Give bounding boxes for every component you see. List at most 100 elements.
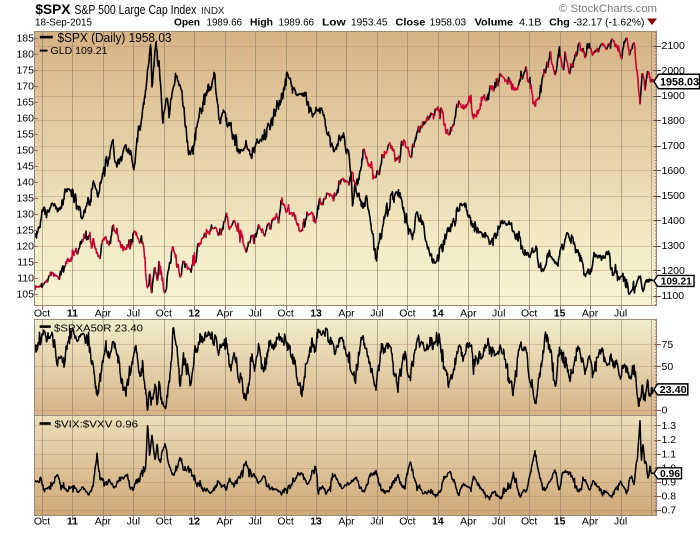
svg-text:Oct: Oct — [34, 516, 50, 528]
svg-text:Apr: Apr — [217, 516, 234, 528]
svg-text:1500: 1500 — [662, 190, 686, 202]
svg-text:$SPX: $SPX — [35, 1, 71, 17]
svg-text:135: 135 — [16, 193, 34, 205]
svg-text:1.2: 1.2 — [662, 434, 677, 446]
svg-text:Jul: Jul — [370, 308, 383, 320]
svg-text:1953.45: 1953.45 — [351, 18, 388, 29]
svg-text:185: 185 — [16, 33, 34, 45]
svg-text:Apr: Apr — [460, 308, 477, 320]
svg-text:130: 130 — [16, 209, 34, 221]
svg-text:1958.03: 1958.03 — [430, 18, 467, 29]
svg-text:14: 14 — [432, 308, 444, 320]
svg-text:High: High — [250, 18, 273, 29]
svg-text:Low: Low — [322, 18, 346, 29]
svg-text:50: 50 — [662, 361, 674, 373]
svg-text:Jul: Jul — [127, 516, 140, 528]
svg-text:S&P 500 Large Cap Index: S&P 500 Large Cap Index — [74, 3, 197, 17]
svg-text:109.21: 109.21 — [661, 277, 692, 288]
svg-text:1800: 1800 — [662, 115, 686, 127]
svg-text:75: 75 — [662, 339, 674, 351]
svg-text:Jul: Jul — [127, 308, 140, 320]
svg-text:11: 11 — [67, 308, 78, 320]
svg-text:Apr: Apr — [460, 516, 477, 528]
svg-text:0.8: 0.8 — [662, 491, 677, 503]
svg-text:1900: 1900 — [662, 90, 686, 102]
svg-text:Apr: Apr — [95, 308, 112, 320]
svg-text:180: 180 — [16, 49, 34, 61]
svg-text:1700: 1700 — [662, 140, 686, 152]
svg-text:1.1: 1.1 — [662, 448, 677, 460]
svg-text:-32.17 (-1.62%): -32.17 (-1.62%) — [573, 18, 644, 29]
svg-text:Apr: Apr — [582, 516, 599, 528]
svg-text:Jul: Jul — [492, 308, 505, 320]
svg-text:Jul: Jul — [248, 516, 261, 528]
svg-text:13: 13 — [310, 516, 322, 528]
svg-text:Apr: Apr — [582, 308, 599, 320]
svg-text:Oct: Oct — [277, 516, 293, 528]
svg-text:1400: 1400 — [662, 215, 686, 227]
svg-text:INDX: INDX — [201, 6, 225, 17]
svg-text:Chg: Chg — [549, 18, 570, 29]
svg-text:12: 12 — [188, 516, 200, 528]
svg-text:© StockCharts.com: © StockCharts.com — [559, 3, 657, 15]
svg-text:4.1B: 4.1B — [519, 18, 542, 29]
svg-text:1300: 1300 — [662, 240, 686, 252]
svg-text:115: 115 — [17, 257, 34, 269]
svg-text:15: 15 — [554, 516, 566, 528]
svg-text:0.7: 0.7 — [662, 505, 677, 517]
svg-text:13: 13 — [310, 308, 322, 320]
svg-text:Apr: Apr — [338, 516, 355, 528]
svg-text:15: 15 — [554, 308, 566, 320]
svg-text:125: 125 — [16, 225, 34, 237]
svg-text:$SPXA50R 23.40: $SPXA50R 23.40 — [54, 324, 143, 335]
svg-text:12: 12 — [188, 308, 200, 320]
svg-text:Apr: Apr — [338, 308, 355, 320]
svg-text:140: 140 — [16, 177, 34, 189]
svg-text:1200: 1200 — [662, 265, 686, 277]
svg-text:0: 0 — [662, 405, 668, 417]
svg-text:Oct: Oct — [521, 516, 537, 528]
svg-text:105: 105 — [16, 289, 34, 301]
svg-text:Volume: Volume — [475, 18, 514, 29]
svg-text:Oct: Oct — [156, 308, 172, 320]
svg-text:175: 175 — [16, 65, 34, 77]
svg-text:23.40: 23.40 — [660, 385, 687, 396]
svg-text:1989.66: 1989.66 — [279, 18, 315, 29]
svg-text:Oct: Oct — [521, 308, 537, 320]
svg-text:11: 11 — [67, 516, 78, 528]
svg-text:120: 120 — [16, 241, 34, 253]
svg-text:110: 110 — [17, 273, 34, 285]
svg-text:Oct: Oct — [34, 308, 50, 320]
svg-text:Apr: Apr — [95, 516, 112, 528]
svg-text:155: 155 — [16, 129, 34, 141]
svg-text:2100: 2100 — [662, 40, 686, 52]
svg-text:$SPX (Daily) 1958.03: $SPX (Daily) 1958.03 — [58, 31, 172, 45]
svg-text:150: 150 — [16, 145, 34, 157]
svg-text:18-Sep-2015: 18-Sep-2015 — [35, 18, 92, 29]
svg-text:165: 165 — [16, 97, 34, 109]
svg-text:Oct: Oct — [277, 308, 293, 320]
svg-text:Oct: Oct — [399, 308, 415, 320]
svg-text:$VIX:$VXV 0.96: $VIX:$VXV 0.96 — [55, 420, 139, 431]
svg-text:1958.03: 1958.03 — [660, 76, 699, 88]
svg-text:170: 170 — [16, 81, 34, 93]
svg-text:0.96: 0.96 — [660, 469, 680, 480]
svg-text:14: 14 — [432, 516, 444, 528]
svg-text:Apr: Apr — [217, 308, 234, 320]
svg-text:1989.66: 1989.66 — [207, 18, 243, 29]
svg-text:Jul: Jul — [370, 516, 383, 528]
svg-text:Open: Open — [174, 18, 200, 29]
svg-text:1.3: 1.3 — [662, 420, 677, 432]
svg-text:Oct: Oct — [399, 516, 415, 528]
svg-text:1600: 1600 — [662, 165, 686, 177]
svg-text:Jul: Jul — [614, 308, 627, 320]
svg-text:Close: Close — [395, 18, 425, 29]
svg-text:Jul: Jul — [248, 308, 261, 320]
svg-text:GLD 109.21: GLD 109.21 — [51, 46, 108, 57]
svg-text:Jul: Jul — [492, 516, 505, 528]
svg-text:160: 160 — [16, 113, 34, 125]
svg-text:1100: 1100 — [662, 290, 685, 302]
svg-text:145: 145 — [16, 161, 34, 173]
svg-text:Jul: Jul — [614, 516, 627, 528]
svg-text:Oct: Oct — [156, 516, 172, 528]
